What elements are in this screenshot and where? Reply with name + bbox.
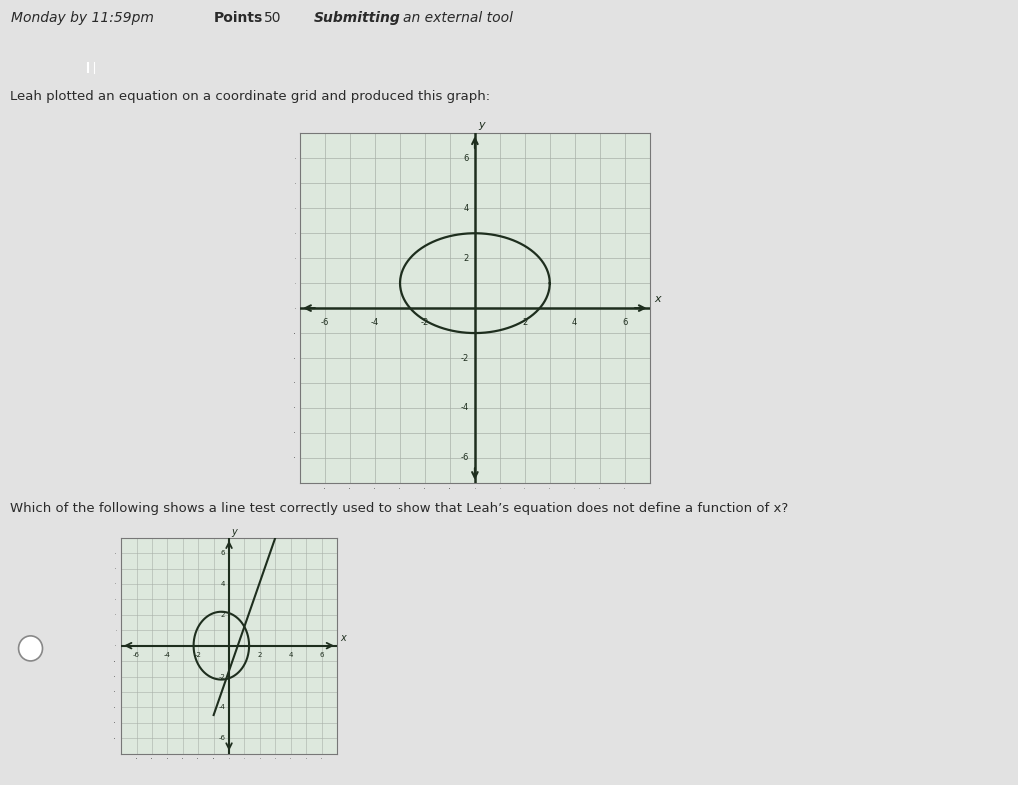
Text: 4: 4 <box>221 581 225 587</box>
Text: -4: -4 <box>218 704 225 710</box>
Text: -6: -6 <box>460 453 468 462</box>
Text: 2: 2 <box>258 652 262 658</box>
Text: x: x <box>655 294 661 305</box>
Text: Monday by 11:59pm: Monday by 11:59pm <box>10 11 154 24</box>
Text: 4: 4 <box>288 652 293 658</box>
Text: Points: Points <box>214 11 263 24</box>
Text: y: y <box>231 527 237 537</box>
Text: y: y <box>478 120 486 130</box>
Circle shape <box>18 636 43 661</box>
Text: -4: -4 <box>371 318 380 327</box>
Text: Submitting: Submitting <box>314 11 400 24</box>
Text: 4: 4 <box>463 204 468 213</box>
Text: 2: 2 <box>463 254 468 263</box>
Text: Which of the following shows a line test correctly used to show that Leah’s equa: Which of the following shows a line test… <box>10 502 788 515</box>
Text: 6: 6 <box>221 550 225 556</box>
Text: 6: 6 <box>320 652 324 658</box>
Text: -4: -4 <box>460 403 468 412</box>
Text: Leah plotted an equation on a coordinate grid and produced this graph:: Leah plotted an equation on a coordinate… <box>10 89 490 103</box>
Text: -2: -2 <box>460 353 468 363</box>
Text: 2: 2 <box>522 318 527 327</box>
Text: -2: -2 <box>218 674 225 680</box>
Text: 50: 50 <box>264 11 281 24</box>
Text: -2: -2 <box>194 652 202 658</box>
Text: an external tool: an external tool <box>402 11 513 24</box>
Text: -6: -6 <box>321 318 330 327</box>
Text: x: x <box>340 633 346 643</box>
Text: -6: -6 <box>218 736 225 741</box>
Text: -4: -4 <box>164 652 171 658</box>
Text: 4: 4 <box>572 318 577 327</box>
Text: -2: -2 <box>420 318 430 327</box>
Text: 6: 6 <box>622 318 627 327</box>
Text: 2: 2 <box>221 612 225 618</box>
Text: 6: 6 <box>463 154 468 163</box>
Text: -6: -6 <box>133 652 140 658</box>
